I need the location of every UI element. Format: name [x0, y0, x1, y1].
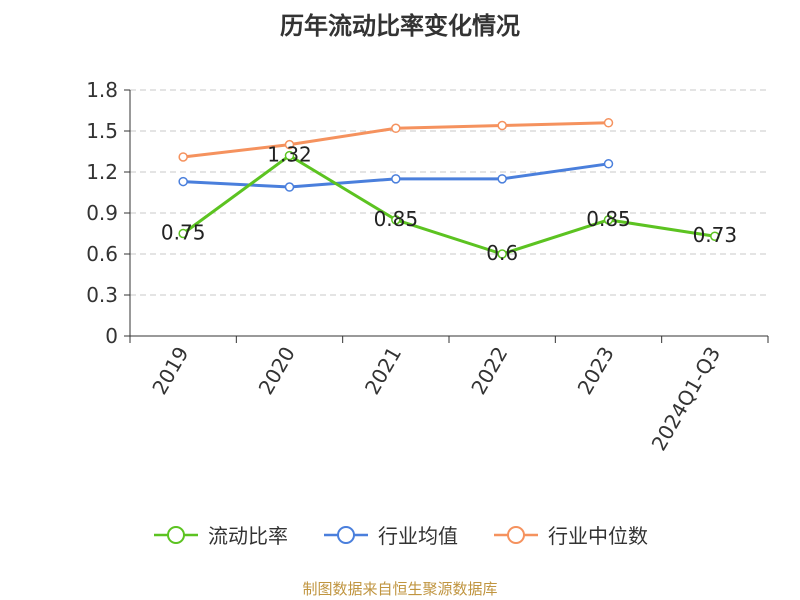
data-point: [178, 228, 188, 239]
source-note: 制图数据来自恒生聚源数据库: [302, 580, 498, 598]
y-tick-label: 1.5: [86, 119, 118, 143]
data-point: [603, 118, 614, 128]
y-tick-label: 1.8: [86, 78, 118, 102]
chart-title: 历年流动比率变化情况: [280, 12, 520, 40]
x-tick-label: 2024Q1-Q3: [646, 343, 725, 455]
data-point: [497, 249, 507, 259]
data-label: 1.32: [267, 143, 312, 167]
data-point: [391, 215, 401, 225]
y-tick-label: 0: [105, 324, 118, 348]
legend: 流动比率 行业均值 行业中位数: [0, 520, 800, 549]
legend-item[interactable]: 行业均值: [322, 520, 458, 549]
data-point: [497, 120, 507, 131]
y-tick-label: 1.2: [86, 160, 118, 184]
data-labels: 0.75 1.32 0.85 0.6 0.85 0.73: [161, 143, 737, 265]
data-point: [497, 174, 507, 184]
legend-label: 行业均值: [378, 524, 458, 548]
axes: 0 0.3 0.6 0.9 1.2 1.5 1.8 2019 2020 2021 2022 2023 2…: [86, 78, 769, 455]
data-point: [603, 215, 614, 225]
data-point: [284, 182, 295, 192]
x-tick-label: 2023: [573, 343, 619, 399]
data-point: [178, 152, 188, 162]
data-point: [603, 159, 614, 169]
series-lines: [178, 118, 720, 259]
legend-label: 流动比率: [208, 524, 288, 548]
x-tick-label: 2022: [466, 342, 512, 398]
data-point: [178, 176, 188, 187]
data-point: [284, 150, 295, 161]
grid-lines: [130, 89, 768, 296]
x-tick-label: 2021: [360, 343, 406, 399]
data-label: 0.85: [374, 207, 419, 231]
legend-line-marker-icon: [154, 525, 198, 544]
y-tick-label: 0.9: [86, 201, 118, 225]
data-label: 0.85: [586, 207, 631, 231]
legend-marker: [507, 525, 525, 544]
data-label: 0.73: [693, 223, 738, 247]
data-point: [284, 139, 295, 150]
data-point: [391, 123, 401, 134]
x-tick-label: 2020: [254, 343, 300, 399]
data-label: 0.75: [161, 221, 206, 245]
legend-label: 行业中位数: [548, 524, 648, 548]
legend-marker: [167, 525, 185, 544]
legend-marker: [337, 525, 355, 544]
y-tick-label: 0.3: [86, 283, 118, 307]
data-point: [710, 231, 720, 241]
data-point: [391, 174, 401, 184]
data-label: 0.6: [486, 241, 518, 265]
x-tick-label: 2019: [147, 343, 193, 399]
legend-line-marker-icon: [324, 525, 368, 544]
legend-item[interactable]: 行业中位数: [492, 520, 648, 549]
y-tick-label: 0.6: [86, 242, 118, 266]
legend-item[interactable]: 流动比率: [152, 520, 288, 549]
series-line: [182, 154, 716, 256]
legend-line-marker-icon: [494, 525, 538, 544]
